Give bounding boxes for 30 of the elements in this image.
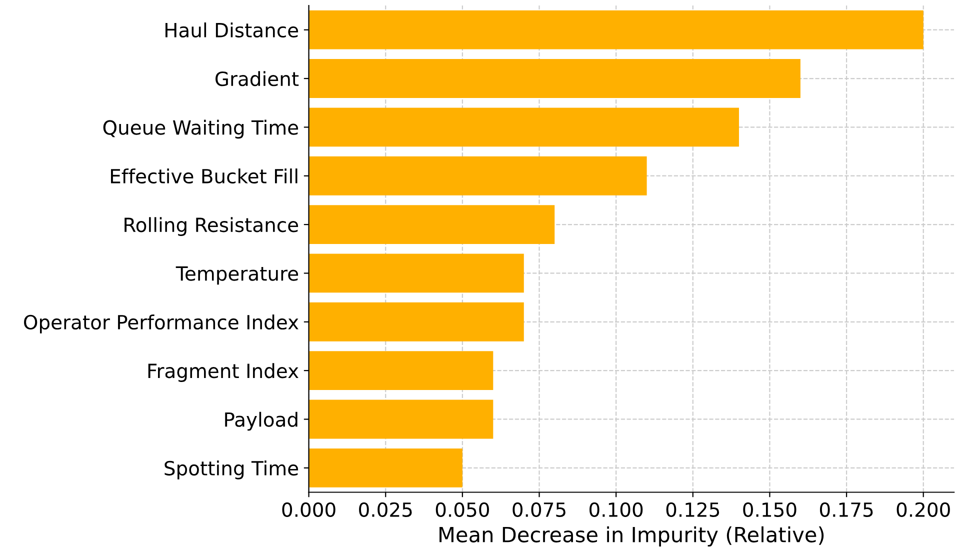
bar [308,351,494,390]
x-axis-title: Mean Decrease in Impurity (Relative) [440,526,824,547]
y-tick-label: Rolling Resistance [124,217,298,236]
y-tick-label: Temperature [176,266,298,285]
bar [308,302,524,342]
bar [308,59,800,98]
bar [308,108,739,147]
y-tick-label: Fragment Index [148,363,298,382]
bar [308,400,494,439]
bar [308,10,924,50]
y-tick-label: Spotting Time [164,460,298,480]
x-tick-label: 0.125 [666,502,720,518]
y-tick-label: Gradient [216,71,299,86]
y-tick-label: Effective Bucket Fill [111,168,298,184]
x-tick-label: 0.150 [743,502,796,518]
x-tick-label: 0.175 [820,502,873,518]
x-tick-label: 0.000 [282,502,336,518]
bar [308,156,647,196]
x-tick-label: 0.200 [896,502,950,518]
bar [308,254,524,293]
y-tick-label: Queue Waiting Time [103,120,298,139]
bar [308,205,555,244]
x-tick-label: 0.100 [590,502,643,518]
x-tick-label: 0.025 [359,502,412,518]
y-tick-label: Haul Distance [166,22,298,38]
x-tick-label: 0.050 [436,502,489,518]
bar [308,448,462,488]
y-tick-label: Payload [225,412,298,431]
x-tick-label: 0.075 [512,502,566,518]
y-tick-label: Operator Performance Index [24,314,298,334]
